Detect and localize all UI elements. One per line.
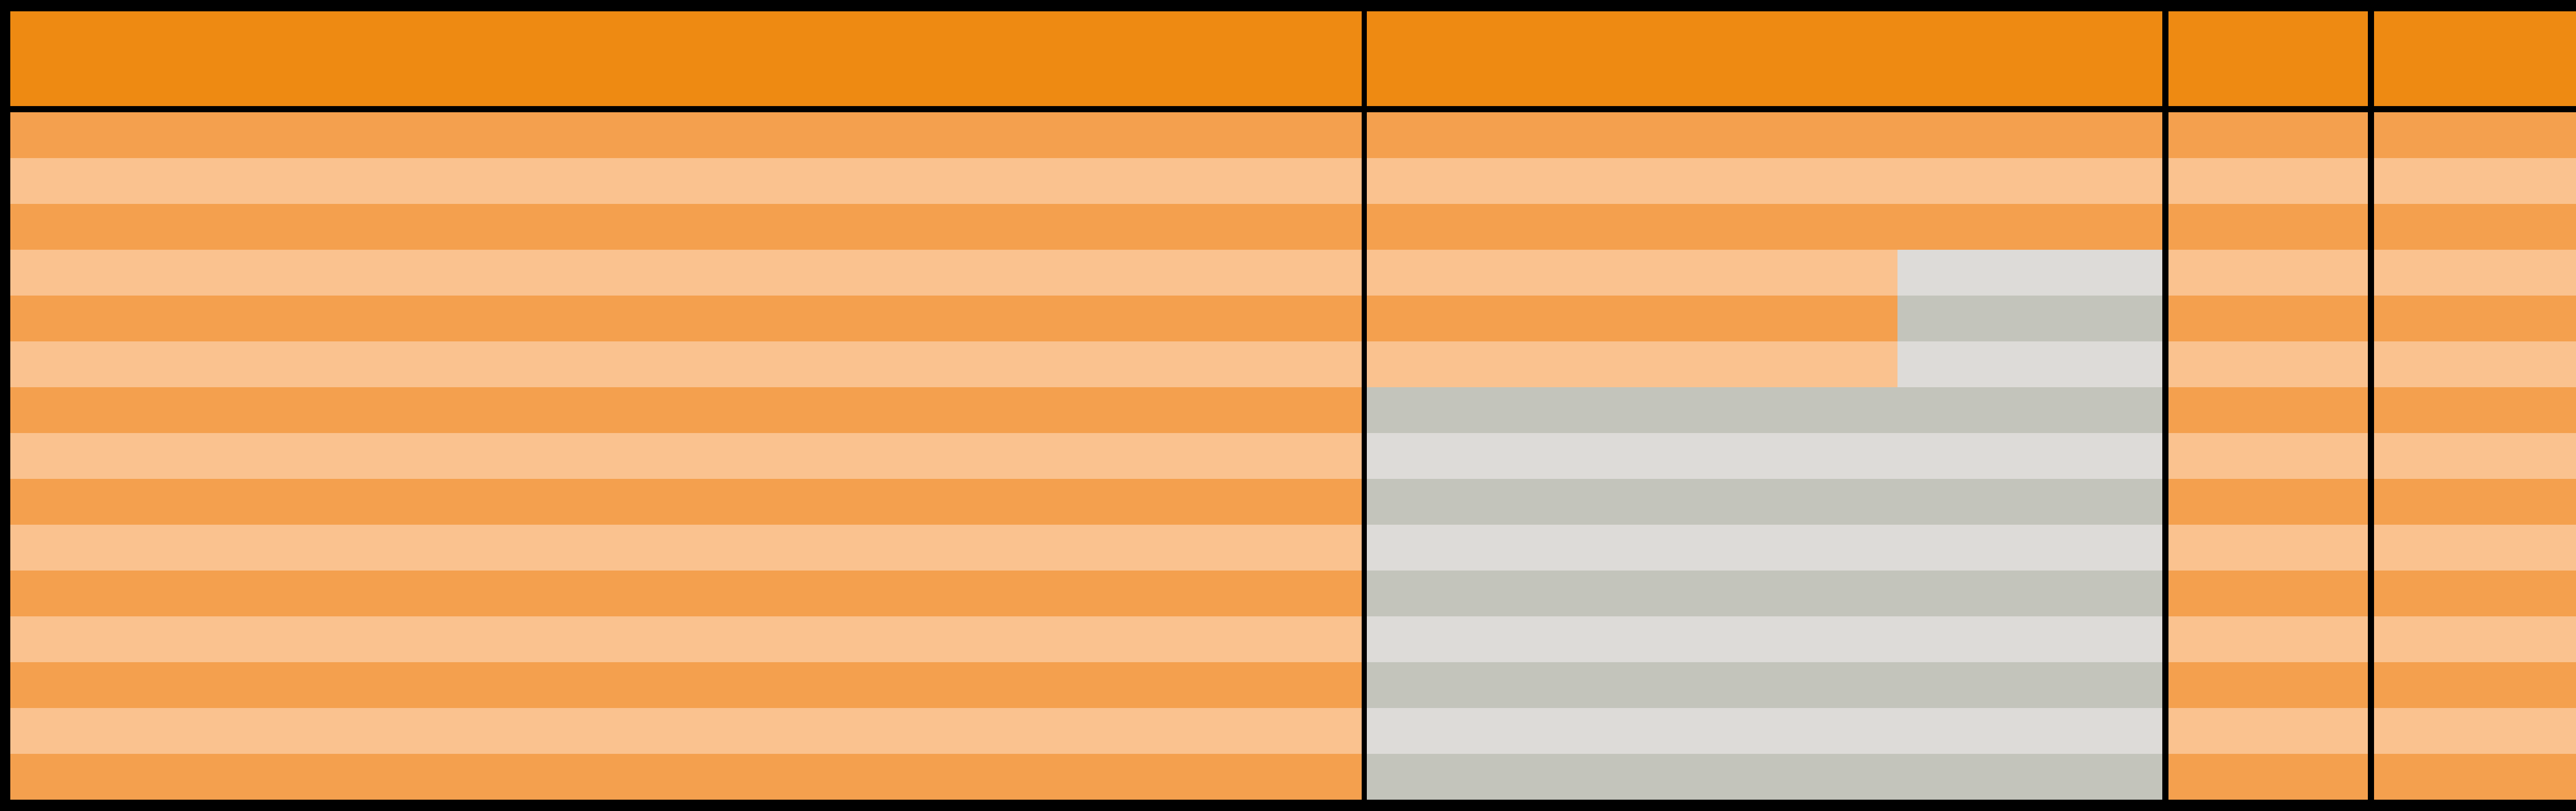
cell-orange-segment	[2374, 571, 2576, 616]
table-cell-r3-col3	[2168, 204, 2368, 250]
table-cell-r5-col1	[10, 296, 1362, 341]
table-cell-r15-col3	[2168, 754, 2368, 800]
table-cell-r13-col2	[1367, 662, 2162, 708]
table-cell-r8-col3	[2168, 433, 2368, 479]
table-cell-r15-col2	[1367, 754, 2162, 800]
cell-orange-segment	[2374, 250, 2576, 296]
table-cell-r1-col3	[2168, 112, 2368, 158]
cell-orange-segment	[2374, 433, 2576, 479]
header-cell-col2	[1367, 11, 2162, 106]
cell-orange-segment	[2374, 662, 2576, 708]
header-cell-col1	[10, 11, 1362, 106]
table-cell-r11-col2	[1367, 571, 2162, 616]
table-cell-r6-col3	[2168, 341, 2368, 387]
table-cell-r4-col2	[1367, 250, 2162, 296]
table-cell-r15-col4	[2374, 754, 2576, 800]
table-cell-r12-col4	[2374, 616, 2576, 662]
table-cell-r3-col1	[10, 204, 1362, 250]
table-cell-r1-col4	[2374, 112, 2576, 158]
table-cell-r8-col1	[10, 433, 1362, 479]
table-cell-r2-col1	[10, 158, 1362, 204]
table-cell-r14-col2	[1367, 708, 2162, 754]
table-cell-r14-col1	[10, 708, 1362, 754]
cell-orange-segment	[2374, 525, 2576, 571]
cell-orange-segment	[2374, 296, 2576, 341]
cell-orange-segment	[2374, 754, 2576, 800]
table-cell-r9-col2	[1367, 479, 2162, 525]
column-separator-2	[2162, 0, 2168, 811]
table-cell-r5-col4	[2374, 296, 2576, 341]
table-cell-r14-col3	[2168, 708, 2368, 754]
table-cell-r10-col2	[1367, 525, 2162, 571]
column-separator-1	[1362, 0, 1367, 811]
cell-orange-segment	[2374, 708, 2576, 754]
table-cell-r3-col4	[2374, 204, 2576, 250]
table-cell-r14-col4	[2374, 708, 2576, 754]
table-cell-r5-col3	[2168, 296, 2368, 341]
table-cell-r12-col2	[1367, 616, 2162, 662]
table-cell-r13-col1	[10, 662, 1362, 708]
table-cell-r3-col2	[1367, 204, 2162, 250]
cell-orange-segment	[1367, 341, 1897, 387]
table-cell-r10-col4	[2374, 525, 2576, 571]
table-cell-r2-col3	[2168, 158, 2368, 204]
table-cell-r5-col2	[1367, 296, 2162, 341]
table-cell-r1-col2	[1367, 112, 2162, 158]
cell-orange-segment	[1367, 296, 1897, 341]
table-cell-r9-col1	[10, 479, 1362, 525]
table-cell-r4-col3	[2168, 250, 2368, 296]
cell-orange-segment	[2374, 616, 2576, 662]
table-cell-r6-col2	[1367, 341, 2162, 387]
table-cell-r12-col1	[10, 616, 1362, 662]
underline-bar	[0, 106, 2576, 112]
table-cell-r9-col4	[2374, 479, 2576, 525]
table-cell-r1-col1	[10, 112, 1362, 158]
table-cell-r10-col3	[2168, 525, 2368, 571]
header-cell-col3	[2168, 11, 2368, 106]
header-cell-col4	[2374, 11, 2576, 106]
table-cell-r13-col3	[2168, 662, 2368, 708]
table-cell-r2-col2	[1367, 158, 2162, 204]
table-cell-r13-col4	[2374, 662, 2576, 708]
cell-orange-segment	[1367, 250, 1897, 296]
table-cell-r12-col3	[2168, 616, 2368, 662]
cell-orange-segment	[2374, 158, 2576, 204]
table-cell-r7-col2	[1367, 387, 2162, 433]
cell-orange-segment	[2374, 341, 2576, 387]
table-cell-r7-col1	[10, 387, 1362, 433]
table-cell-r8-col2	[1367, 433, 2162, 479]
table-cell-r11-col3	[2168, 571, 2368, 616]
table-cell-r2-col4	[2374, 158, 2576, 204]
cell-orange-segment	[2374, 387, 2576, 433]
table-cell-r9-col3	[2168, 479, 2368, 525]
table-cell-r4-col1	[10, 250, 1362, 296]
column-separator-3	[2368, 0, 2374, 811]
cell-orange-segment	[2374, 479, 2576, 525]
table-cell-r4-col4	[2374, 250, 2576, 296]
table-cell-r7-col3	[2168, 387, 2368, 433]
table-cell-r10-col1	[10, 525, 1362, 571]
table-cell-r11-col4	[2374, 571, 2576, 616]
table-cell-r7-col4	[2374, 387, 2576, 433]
table-cell-r15-col1	[10, 754, 1362, 800]
table-cell-r6-col4	[2374, 341, 2576, 387]
table-cell-r6-col1	[10, 341, 1362, 387]
table-cell-r8-col4	[2374, 433, 2576, 479]
table-cell-r11-col1	[10, 571, 1362, 616]
